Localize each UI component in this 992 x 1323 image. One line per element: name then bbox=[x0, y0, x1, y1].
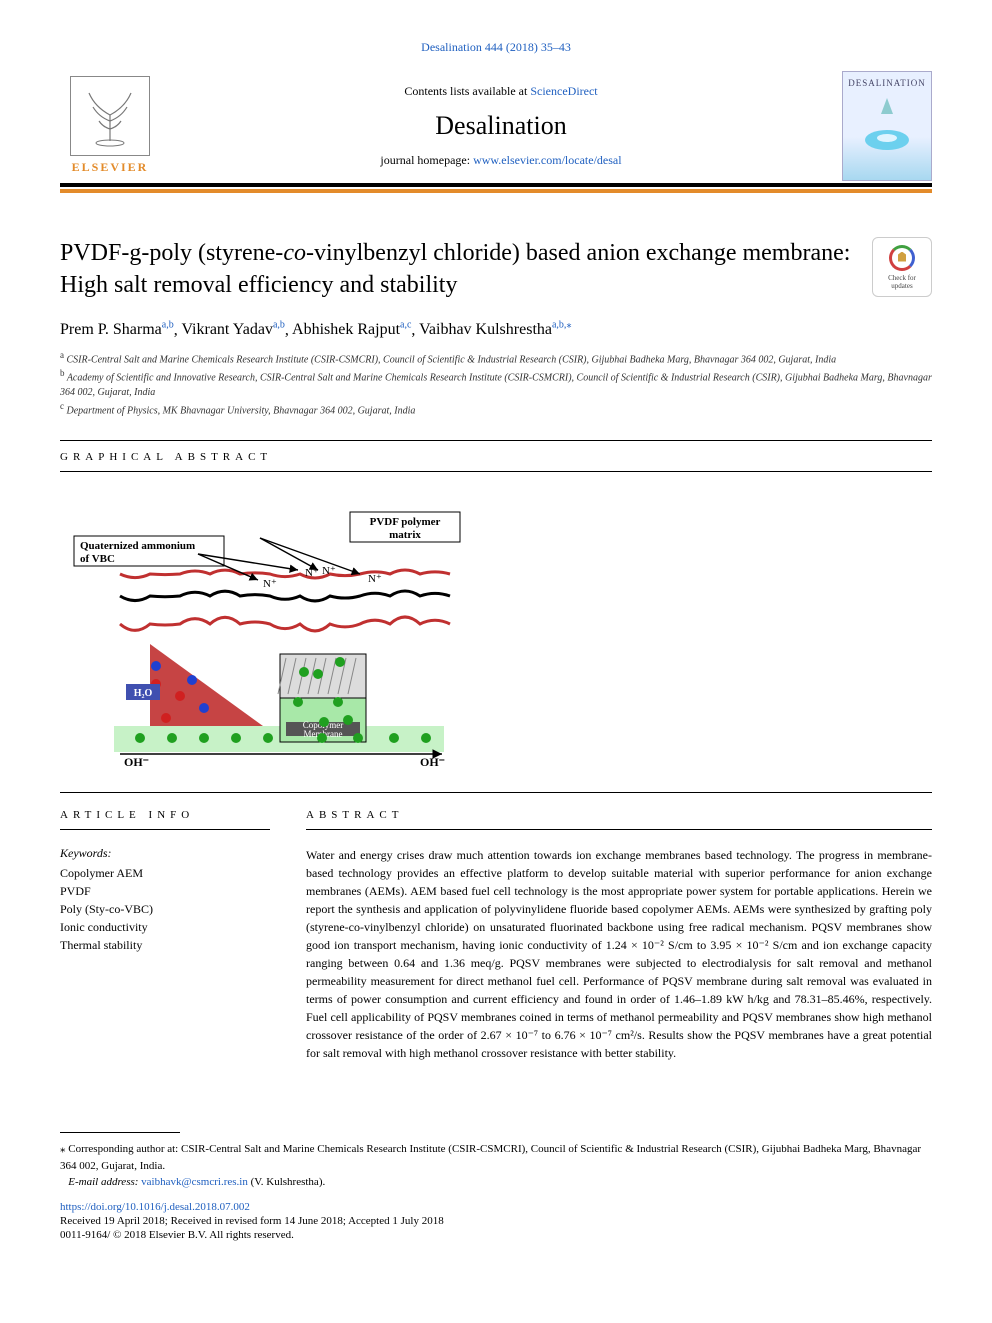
author: Vaibhav Kulshresthaa,b,⁎ bbox=[419, 321, 571, 338]
elsevier-logo: ELSEVIER bbox=[60, 71, 160, 181]
affiliation-b-text: Academy of Scientific and Innovative Res… bbox=[60, 373, 932, 398]
contents-prefix: Contents lists available at bbox=[404, 84, 530, 98]
journal-homepage-link[interactable]: www.elsevier.com/locate/desal bbox=[473, 153, 622, 167]
article-history: Received 19 April 2018; Received in revi… bbox=[60, 1215, 932, 1227]
graphical-abstract-figure: PVDF polymermatrix Quaternized ammoniumof… bbox=[60, 494, 500, 774]
divider bbox=[60, 471, 932, 472]
article-title: PVDF-g-poly (styrene-co-vinylbenzyl chlo… bbox=[60, 237, 852, 302]
journal-title: Desalination bbox=[160, 111, 842, 141]
elsevier-wordmark: ELSEVIER bbox=[72, 160, 149, 175]
keyword: Thermal stability bbox=[60, 936, 270, 954]
journal-cover-thumbnail: DESALINATION bbox=[842, 71, 932, 181]
corr-text: Corresponding author at: CSIR-Central Sa… bbox=[60, 1143, 921, 1172]
homepage-prefix: journal homepage: bbox=[380, 153, 473, 167]
svg-text:of VBC: of VBC bbox=[80, 553, 115, 565]
footnotes: ⁎ Corresponding author at: CSIR-Central … bbox=[60, 1141, 932, 1191]
keyword: Ionic conductivity bbox=[60, 918, 270, 936]
affiliation-a: a CSIR-Central Salt and Marine Chemicals… bbox=[60, 349, 932, 367]
running-citation: Desalination 444 (2018) 35–43 bbox=[60, 40, 932, 55]
doi-line: https://doi.org/10.1016/j.desal.2018.07.… bbox=[60, 1201, 932, 1213]
title-pre: PVDF-g-poly (styrene- bbox=[60, 240, 283, 266]
keywords-label: Keywords: bbox=[60, 846, 270, 861]
divider bbox=[60, 440, 932, 441]
affiliation-a-text: CSIR-Central Salt and Marine Chemicals R… bbox=[67, 354, 837, 365]
elsevier-tree-icon bbox=[70, 76, 150, 156]
email-line: E-mail address: vaibhavk@csmcri.res.in (… bbox=[60, 1174, 932, 1191]
crossmark-icon bbox=[889, 245, 915, 271]
journal-masthead: ELSEVIER Contents lists available at Sci… bbox=[60, 71, 932, 187]
check-updates-line1: Check for bbox=[888, 274, 916, 282]
svg-text:N⁺: N⁺ bbox=[322, 565, 336, 577]
keyword: Poly (Sty-co-VBC) bbox=[60, 900, 270, 918]
svg-text:N⁺: N⁺ bbox=[263, 578, 277, 590]
author: Abhishek Rajputa,c bbox=[292, 321, 411, 338]
affiliation-c: c Department of Physics, MK Bhavnagar Un… bbox=[60, 400, 932, 418]
svg-text:OH⁻: OH⁻ bbox=[420, 755, 445, 769]
divider bbox=[306, 829, 932, 830]
title-italic: co bbox=[283, 240, 306, 266]
divider bbox=[60, 829, 270, 830]
svg-text:matrix: matrix bbox=[389, 529, 421, 541]
abstract-heading: ABSTRACT bbox=[306, 809, 932, 821]
divider bbox=[60, 792, 932, 793]
affiliation-b: b Academy of Scientific and Innovative R… bbox=[60, 367, 932, 399]
footnote-separator bbox=[60, 1132, 180, 1133]
svg-text:H₂O: H₂O bbox=[134, 688, 153, 699]
copyright-line: 0011-9164/ © 2018 Elsevier B.V. All righ… bbox=[60, 1229, 932, 1241]
graphical-abstract-heading: GRAPHICAL ABSTRACT bbox=[60, 451, 932, 463]
keyword: Copolymer AEM bbox=[60, 864, 270, 882]
author-list: Prem P. Sharmaa,b, Vikrant Yadava,b, Abh… bbox=[60, 320, 932, 339]
corresponding-email-link[interactable]: vaibhavk@csmcri.res.in bbox=[141, 1176, 248, 1188]
author: Vikrant Yadava,b bbox=[181, 321, 284, 338]
svg-text:N⁺: N⁺ bbox=[368, 573, 382, 585]
corresponding-author-note: ⁎ Corresponding author at: CSIR-Central … bbox=[60, 1141, 932, 1174]
email-suffix: (V. Kulshrestha). bbox=[248, 1176, 325, 1188]
cover-title: DESALINATION bbox=[848, 78, 926, 88]
check-for-updates-badge[interactable]: Check for updates bbox=[872, 237, 932, 297]
svg-text:Quaternized ammonium: Quaternized ammonium bbox=[80, 540, 195, 552]
check-updates-line2: updates bbox=[891, 282, 912, 290]
journal-homepage-line: journal homepage: www.elsevier.com/locat… bbox=[160, 153, 842, 168]
svg-text:N⁺: N⁺ bbox=[305, 567, 319, 579]
author: Prem P. Sharmaa,b bbox=[60, 321, 174, 338]
svg-text:OH⁻: OH⁻ bbox=[124, 755, 149, 769]
email-label: E-mail address: bbox=[68, 1176, 141, 1188]
abstract-text: Water and energy crises draw much attent… bbox=[306, 846, 932, 1062]
sciencedirect-link[interactable]: ScienceDirect bbox=[530, 84, 597, 98]
affiliations: a CSIR-Central Salt and Marine Chemicals… bbox=[60, 349, 932, 418]
contents-available-line: Contents lists available at ScienceDirec… bbox=[160, 84, 842, 99]
svg-text:PVDF polymer: PVDF polymer bbox=[370, 516, 441, 528]
affiliation-c-text: Department of Physics, MK Bhavnagar Univ… bbox=[67, 405, 416, 416]
keywords-list: Copolymer AEMPVDFPoly (Sty-co-VBC)Ionic … bbox=[60, 864, 270, 954]
keyword: PVDF bbox=[60, 882, 270, 900]
doi-link[interactable]: https://doi.org/10.1016/j.desal.2018.07.… bbox=[60, 1201, 250, 1213]
article-info-heading: ARTICLE INFO bbox=[60, 809, 270, 821]
